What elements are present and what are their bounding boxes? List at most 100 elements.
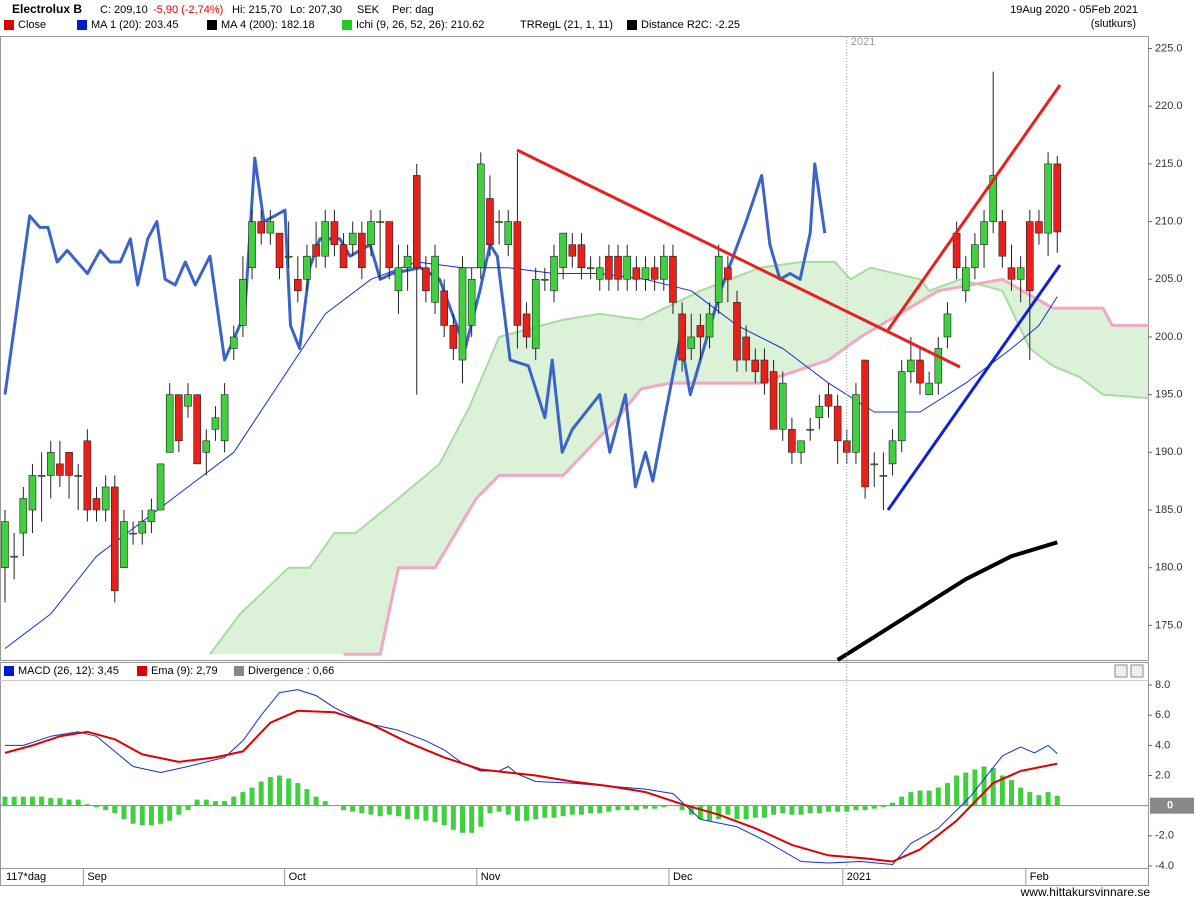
histogram-bar bbox=[94, 805, 99, 808]
legend-swatch bbox=[234, 666, 244, 676]
ticker: Electrolux B bbox=[12, 2, 82, 16]
candle-body bbox=[476, 163, 485, 269]
histogram-bar bbox=[862, 805, 868, 811]
candle-body bbox=[239, 278, 247, 326]
histogram-bar bbox=[935, 787, 941, 806]
candle-body bbox=[1035, 221, 1043, 234]
histogram-bar bbox=[103, 805, 109, 811]
legend-label: Ema (9): 2,79 bbox=[151, 665, 218, 677]
candle-body bbox=[751, 359, 760, 372]
histogram-bar bbox=[789, 805, 795, 815]
candle-body bbox=[659, 255, 668, 280]
candle-body bbox=[184, 394, 192, 407]
y-tick-label: 6.0 bbox=[1155, 709, 1170, 721]
histogram-bar bbox=[716, 805, 722, 820]
y-tick-label: 180.0 bbox=[1155, 562, 1183, 574]
histogram-bar bbox=[505, 805, 511, 815]
histogram-bar bbox=[752, 805, 758, 818]
candle-body bbox=[56, 463, 64, 476]
legend-label: TRRegL (21, 1, 11) bbox=[520, 19, 613, 31]
histogram-bar bbox=[780, 805, 786, 814]
histogram-bar bbox=[551, 805, 557, 818]
candle-body bbox=[65, 452, 73, 476]
histogram-bar bbox=[240, 792, 246, 806]
histogram-bar bbox=[972, 769, 978, 806]
candle-body bbox=[303, 255, 311, 280]
histogram-bar bbox=[395, 805, 401, 817]
histogram-bar bbox=[295, 783, 301, 806]
histogram-bar bbox=[588, 805, 594, 814]
candle-body bbox=[961, 267, 970, 292]
y-tick-label: 205.0 bbox=[1155, 273, 1183, 285]
candle-body bbox=[165, 394, 174, 453]
candle-body bbox=[229, 336, 238, 349]
candle-body bbox=[193, 394, 201, 465]
histogram-bar bbox=[496, 805, 502, 812]
candle-body bbox=[385, 221, 394, 269]
histogram-bar bbox=[560, 805, 566, 817]
histogram-bar bbox=[423, 805, 429, 821]
histogram-bar bbox=[1018, 787, 1024, 806]
candle-body bbox=[1053, 163, 1062, 233]
candle-body bbox=[797, 440, 805, 453]
candle-body bbox=[440, 290, 449, 326]
legend-label: Distance R2C: -2.25 bbox=[641, 19, 740, 31]
x-tick-label: Sep bbox=[87, 871, 107, 883]
legend-swatch bbox=[77, 20, 87, 30]
histogram-bar bbox=[368, 805, 374, 815]
x-tick-label: Nov bbox=[481, 871, 501, 883]
candle-body bbox=[330, 221, 339, 245]
histogram-bar bbox=[258, 781, 264, 806]
candle-body bbox=[934, 348, 943, 384]
currency: SEK bbox=[357, 4, 380, 16]
x-tick-label: Feb bbox=[1030, 871, 1049, 883]
candle-body bbox=[284, 255, 293, 258]
candle-body bbox=[101, 486, 110, 511]
histogram-bar bbox=[57, 798, 63, 806]
price-mode: (slutkurs) bbox=[1091, 18, 1136, 30]
histogram-bar bbox=[478, 805, 484, 827]
histogram-bar bbox=[734, 805, 740, 820]
histogram-bar bbox=[185, 805, 191, 811]
histogram-bar bbox=[313, 796, 319, 806]
histogram-bar bbox=[450, 805, 456, 830]
y-tick-label: 215.0 bbox=[1155, 158, 1183, 170]
candle-body bbox=[678, 313, 686, 361]
candle-body bbox=[778, 382, 787, 430]
candle-body bbox=[687, 336, 696, 349]
histogram-bar bbox=[835, 805, 841, 812]
histogram-bar bbox=[405, 805, 411, 820]
histogram-bar bbox=[826, 805, 831, 812]
histogram-bar bbox=[514, 805, 520, 821]
histogram-bar bbox=[441, 805, 447, 826]
histogram-bar bbox=[386, 805, 392, 815]
histogram-bar bbox=[469, 805, 475, 833]
candle-body bbox=[46, 452, 55, 476]
candle-body bbox=[925, 382, 933, 395]
candle-body bbox=[129, 532, 137, 535]
histogram-bar bbox=[533, 805, 539, 820]
y-tick-label: -2.0 bbox=[1155, 830, 1174, 842]
tool-button[interactable] bbox=[1114, 664, 1128, 678]
trend-line bbox=[886, 264, 1062, 511]
histogram-bar bbox=[1027, 792, 1033, 806]
candle-body bbox=[1007, 267, 1016, 280]
y-tick-label: 190.0 bbox=[1155, 446, 1183, 458]
candle-body bbox=[175, 394, 183, 442]
candle-body bbox=[147, 509, 156, 522]
candle-body bbox=[513, 221, 522, 326]
candle-body bbox=[312, 244, 320, 257]
source: www.hittakursvinnare.se bbox=[1020, 885, 1151, 899]
histogram-bar bbox=[597, 805, 603, 814]
candle-body bbox=[83, 440, 92, 511]
candle-body bbox=[742, 336, 750, 361]
close-button[interactable] bbox=[1130, 664, 1144, 678]
histogram-bar bbox=[277, 775, 282, 806]
candle-body bbox=[577, 244, 586, 269]
candle-body bbox=[760, 359, 769, 384]
histogram-bar bbox=[75, 799, 81, 806]
histogram-bar bbox=[524, 805, 530, 821]
candle-body bbox=[623, 255, 632, 280]
histogram-bar bbox=[679, 805, 685, 811]
histogram-bar bbox=[304, 789, 310, 806]
